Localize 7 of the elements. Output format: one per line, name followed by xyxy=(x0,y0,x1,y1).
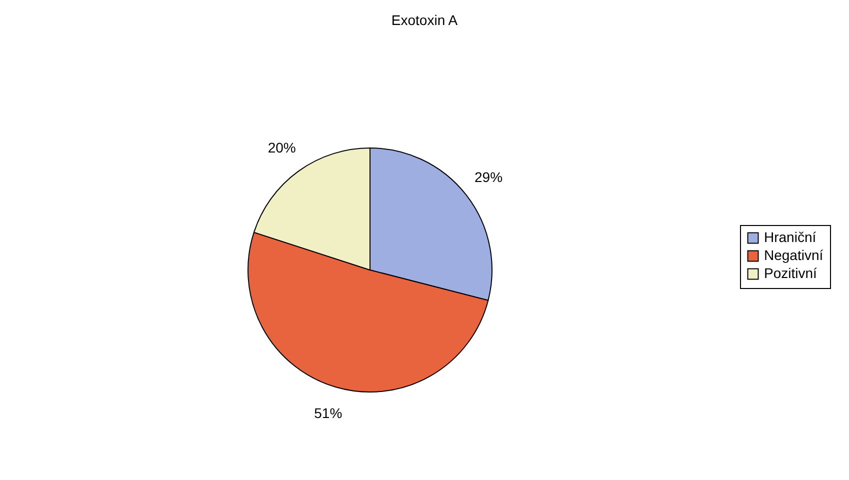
legend-label: Negativní xyxy=(764,247,824,263)
data-label: 20% xyxy=(268,140,296,156)
data-label: 29% xyxy=(474,169,503,186)
legend-label: Hraniční xyxy=(764,229,816,245)
legend-label: Pozitivní xyxy=(764,265,818,281)
data-label: 51% xyxy=(314,405,342,422)
chart-title: Exotoxin A xyxy=(391,12,458,28)
